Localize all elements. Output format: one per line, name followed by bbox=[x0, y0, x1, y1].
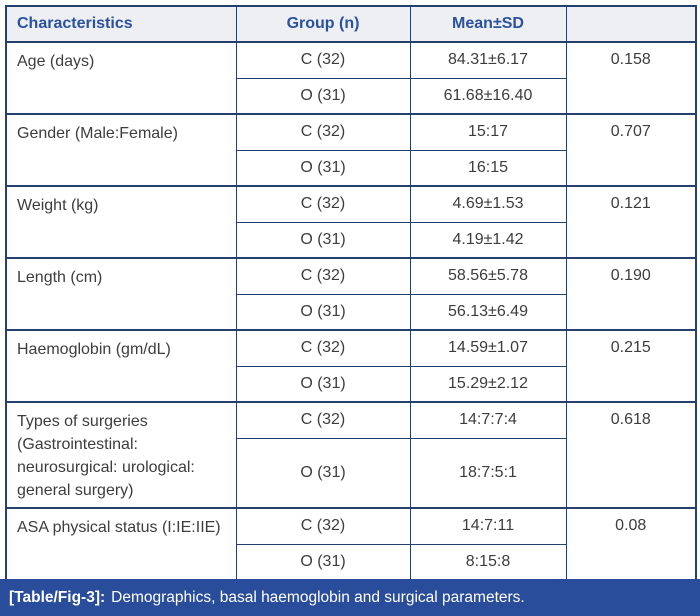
group-cell: C (32) bbox=[235, 42, 411, 79]
table-row: O (31) 56.13±6.49 bbox=[6, 294, 696, 330]
p-value-cell: 0.121 bbox=[565, 185, 697, 258]
characteristic-cell: Types of surgeries (Gastrointestinal: ne… bbox=[5, 401, 237, 508]
header-mean-sd: Mean±SD bbox=[409, 6, 567, 43]
mean-sd-cell: 56.13±6.49 bbox=[409, 294, 567, 330]
p-value-cell: 0.190 bbox=[565, 257, 697, 330]
mean-sd-cell: 14:7:11 bbox=[409, 507, 567, 545]
group-cell: C (32) bbox=[235, 113, 411, 151]
p-value-cell: 0.158 bbox=[565, 42, 697, 114]
group-cell: C (32) bbox=[235, 185, 411, 223]
mean-sd-cell: 14.59±1.07 bbox=[409, 329, 567, 367]
table-row: O (31) 61.68±16.40 bbox=[6, 78, 696, 114]
table-row: O (31) 15.29±2.12 bbox=[6, 366, 696, 402]
characteristic-cell: Gender (Male:Female) bbox=[5, 113, 237, 186]
group-cell: C (32) bbox=[235, 507, 411, 545]
table-row: Types of surgeries (Gastrointestinal: ne… bbox=[5, 401, 697, 508]
table-row: Length (cm) C (32) 58.56±5.78 0.190 bbox=[5, 257, 697, 330]
mean-sd-cell: 84.31±6.17 bbox=[409, 42, 567, 79]
table-row: Gender (Male:Female) C (32) 15:17 0.707 bbox=[5, 113, 697, 186]
characteristic-cell: Age (days) bbox=[5, 42, 237, 114]
group-cell: C (32) bbox=[235, 401, 411, 439]
mean-sd-cell: 8:15:8 bbox=[409, 544, 567, 580]
table-row: O (31) 16:15 bbox=[6, 150, 696, 186]
p-value-cell: 0.215 bbox=[565, 329, 697, 402]
table-row: O (31) 18:7:5:1 bbox=[6, 438, 696, 508]
table-row: ASA physical status (I:IE:IIE) C (32) 14… bbox=[5, 507, 697, 580]
mean-sd-cell: 15.29±2.12 bbox=[409, 366, 567, 402]
p-value-cell: 0.08 bbox=[565, 507, 697, 580]
header-row: Characteristics Group (n) Mean±SD bbox=[5, 6, 697, 43]
group-cell: O (31) bbox=[235, 222, 411, 258]
table-row: O (31) 8:15:8 bbox=[6, 544, 696, 580]
table-container: Characteristics Group (n) Mean±SD Age (d… bbox=[5, 5, 697, 581]
characteristic-cell: Length (cm) bbox=[5, 257, 237, 330]
group-cell: C (32) bbox=[235, 257, 411, 295]
group-cell: O (31) bbox=[235, 78, 411, 114]
demographics-table: Characteristics Group (n) Mean±SD Age (d… bbox=[5, 5, 697, 581]
mean-sd-cell: 14:7:7:4 bbox=[409, 401, 567, 439]
mean-sd-cell: 18:7:5:1 bbox=[409, 438, 567, 508]
mean-sd-cell: 15:17 bbox=[409, 113, 567, 151]
group-cell: O (31) bbox=[235, 150, 411, 186]
p-value-cell: 0.707 bbox=[565, 113, 697, 186]
table-row: O (31) 4.19±1.42 bbox=[6, 222, 696, 258]
header-p-value bbox=[565, 6, 697, 43]
mean-sd-cell: 16:15 bbox=[409, 150, 567, 186]
table-row: Age (days) C (32) 84.31±6.17 0.158 bbox=[5, 42, 697, 114]
group-cell: O (31) bbox=[235, 294, 411, 330]
group-cell: O (31) bbox=[235, 366, 411, 402]
characteristic-cell: Haemoglobin (gm/dL) bbox=[5, 329, 237, 402]
group-cell: O (31) bbox=[235, 544, 411, 580]
table-header: Characteristics Group (n) Mean±SD bbox=[5, 6, 697, 43]
figure-caption: [Table/Fig-3]: Demographics, basal haemo… bbox=[0, 579, 700, 616]
p-value-cell: 0.618 bbox=[565, 401, 697, 508]
mean-sd-cell: 4.69±1.53 bbox=[409, 185, 567, 223]
header-group: Group (n) bbox=[235, 6, 411, 43]
header-characteristics: Characteristics bbox=[5, 6, 237, 43]
mean-sd-cell: 61.68±16.40 bbox=[409, 78, 567, 114]
group-cell: O (31) bbox=[235, 438, 411, 508]
group-cell: C (32) bbox=[235, 329, 411, 367]
characteristic-cell: ASA physical status (I:IE:IIE) bbox=[5, 507, 237, 580]
table-row: Haemoglobin (gm/dL) C (32) 14.59±1.07 0.… bbox=[5, 329, 697, 402]
caption-label: [Table/Fig-3]: bbox=[9, 588, 106, 606]
table-row: Weight (kg) C (32) 4.69±1.53 0.121 bbox=[5, 185, 697, 258]
mean-sd-cell: 58.56±5.78 bbox=[409, 257, 567, 295]
caption-text: Demographics, basal haemoglobin and surg… bbox=[111, 588, 525, 606]
mean-sd-cell: 4.19±1.42 bbox=[409, 222, 567, 258]
characteristic-cell: Weight (kg) bbox=[5, 185, 237, 258]
